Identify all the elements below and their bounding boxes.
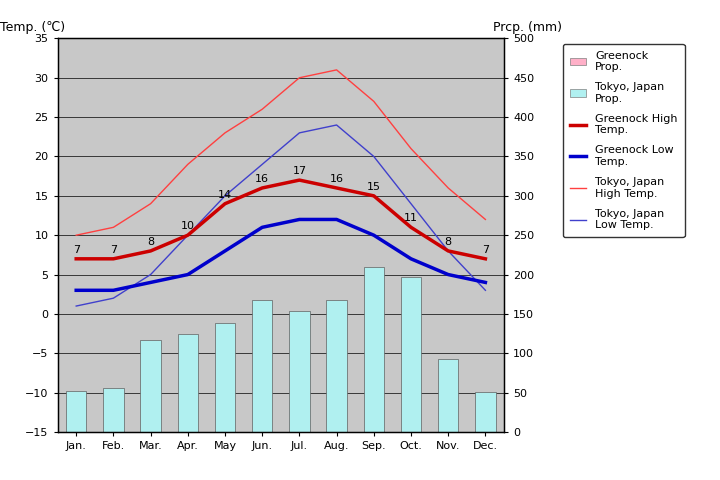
Bar	[103, 388, 124, 432]
Bar	[178, 335, 198, 432]
Text: 16: 16	[255, 174, 269, 184]
Text: Prcp. (mm): Prcp. (mm)	[493, 22, 562, 35]
Text: 11: 11	[404, 214, 418, 223]
Text: 10: 10	[181, 221, 195, 231]
Legend: Greenock
Prop., Tokyo, Japan
Prop., Greenock High
Temp., Greenock Low
Temp., Tok: Greenock Prop., Tokyo, Japan Prop., Gree…	[563, 44, 685, 237]
Bar	[438, 359, 459, 432]
Bar	[252, 300, 272, 432]
Bar	[401, 277, 421, 432]
Bar	[215, 324, 235, 432]
Bar	[140, 340, 161, 432]
Text: 8: 8	[147, 237, 154, 247]
Text: 7: 7	[110, 245, 117, 255]
Text: 7: 7	[73, 245, 80, 255]
Bar	[289, 311, 310, 432]
Text: 8: 8	[445, 237, 451, 247]
Text: 15: 15	[366, 182, 381, 192]
Text: 16: 16	[330, 174, 343, 184]
Text: 14: 14	[218, 190, 232, 200]
Text: 17: 17	[292, 166, 307, 176]
Bar	[326, 300, 347, 432]
Bar	[66, 391, 86, 432]
Bar	[475, 392, 495, 432]
Text: 7: 7	[482, 245, 489, 255]
Text: Temp. (℃): Temp. (℃)	[0, 22, 65, 35]
Bar	[364, 267, 384, 432]
